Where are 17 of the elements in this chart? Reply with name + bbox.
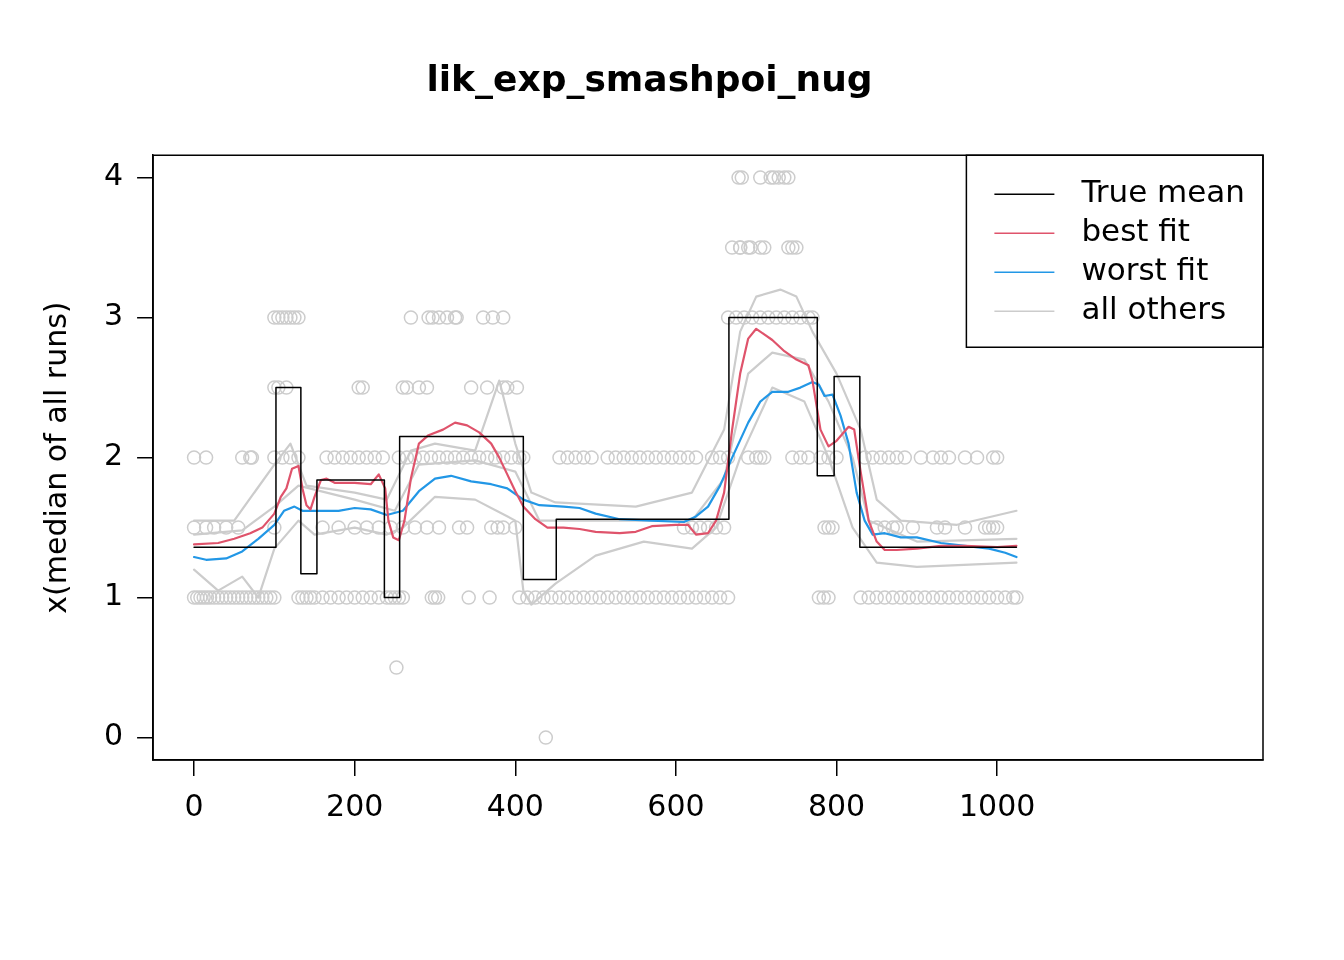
y-tick-label: 2: [103, 437, 124, 473]
x-tick-label: 800: [807, 787, 866, 823]
x-tick-label: 1000: [958, 787, 1036, 823]
y-tick-label: 0: [103, 717, 124, 753]
legend-label: worst fit: [1081, 251, 1209, 288]
y-tick-label: 3: [103, 297, 124, 333]
y-tick-label: 4: [103, 157, 124, 193]
x-tick-label: 600: [647, 787, 705, 823]
x-tick-label: 0: [184, 787, 204, 823]
legend-label: best fit: [1081, 212, 1190, 249]
legend-label: True mean: [1080, 173, 1246, 210]
y-axis-title: x(median of all runs): [37, 301, 73, 614]
chart-title: lik_exp_smashpoi_nug: [426, 57, 873, 99]
y-tick-label: 1: [103, 577, 124, 613]
x-tick-label: 200: [326, 787, 384, 823]
x-tick-label: 400: [486, 787, 544, 823]
legend-label: all others: [1081, 290, 1227, 327]
